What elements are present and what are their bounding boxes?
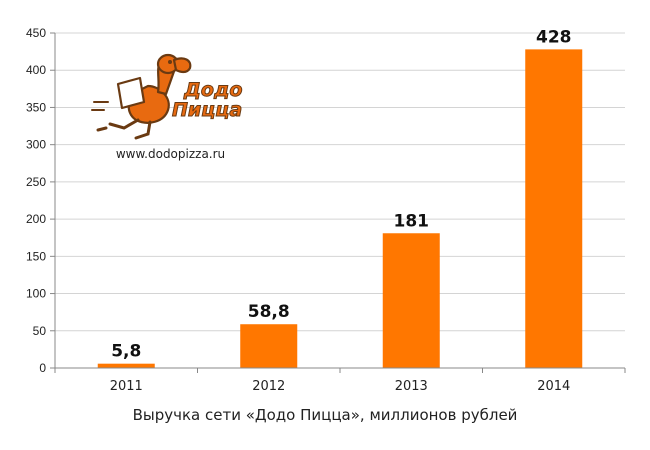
y-tick-label: 350 [26,100,46,114]
y-tick-label: 450 [26,26,46,40]
data-label-2011: 5,8 [111,342,141,362]
logo-brand-line2: Пицца [172,99,242,121]
data-label-2012: 58,8 [248,302,290,322]
y-tick-label: 100 [26,287,46,301]
logo-brand-line1: Додо [183,79,242,101]
x-tick-label-2011: 2011 [110,379,143,394]
chart-caption: Выручка сети «Додо Пицца», миллионов руб… [132,406,518,424]
x-axis: 2011 2012 2013 2014 [54,33,626,394]
x-tick-label-2013: 2013 [395,379,428,394]
bars [97,49,583,368]
y-tick-label: 300 [26,138,46,152]
y-tick-label: 250 [26,175,46,189]
y-tick-label: 50 [33,324,47,338]
y-tick-label: 0 [39,361,46,375]
x-tick-label-2014: 2014 [537,379,570,394]
data-label-2014: 428 [536,27,572,47]
y-tick-label: 200 [26,212,46,226]
y-axis-ticks: 0 50 100 150 200 250 300 350 400 450 [26,26,55,375]
data-label-2013: 181 [394,211,430,231]
dodo-logo: Додо Пицца www.dodopizza.ru [88,50,278,175]
bar-2012 [240,324,298,368]
data-labels: 5,8 58,8 181 428 [111,27,571,361]
y-tick-label: 150 [26,249,46,263]
bar-2013 [382,233,440,368]
dodo-bird-icon: Додо Пицца [91,53,243,140]
logo-url: www.dodopizza.ru [115,147,226,161]
x-tick-label-2012: 2012 [252,379,285,394]
y-tick-label: 400 [26,63,46,77]
bar-2011 [97,363,155,368]
bar-2014 [525,49,583,368]
